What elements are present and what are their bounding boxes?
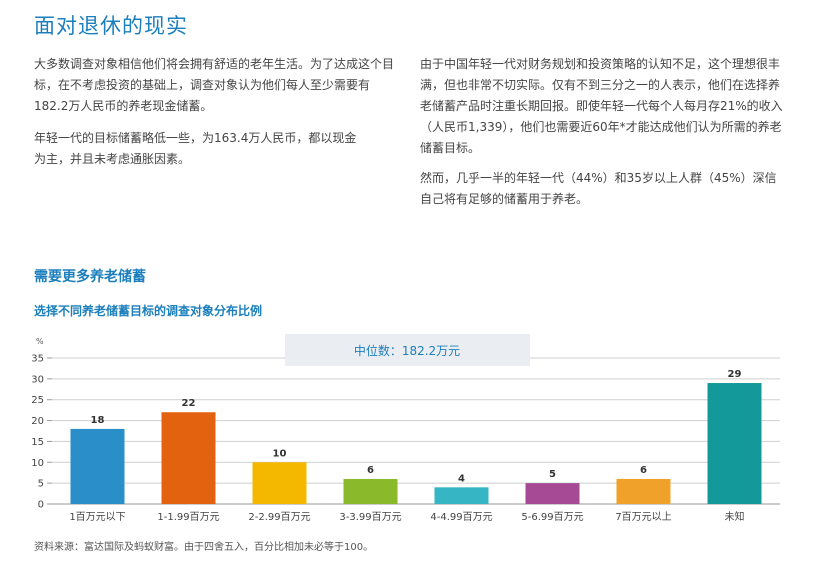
bar: [252, 462, 307, 504]
bar: [707, 383, 762, 504]
median-annotation-box: [285, 334, 530, 366]
intro-paragraph-4: 然而，几乎一半的年轻一代（44%）和35岁以上人群（45%）深信自己将有足够的储…: [420, 171, 777, 206]
bar-value-label: 5: [549, 469, 556, 480]
bar-value-label: 6: [640, 465, 647, 476]
y-tick-label: 5: [38, 479, 44, 490]
x-tick-label: 2-2.99百万元: [248, 511, 310, 523]
x-tick-label: 5-6.99百万元: [521, 511, 583, 523]
intro-paragraph-1: 大多数调查对象相信他们将会拥有舒适的老年生活。为了达成这个目标，在不考虑投资的基…: [34, 57, 395, 113]
x-tick-label: 7百万元以上: [615, 511, 671, 523]
bar: [161, 412, 216, 504]
bar-value-label: 4: [458, 473, 465, 484]
bar-value-label: 10: [273, 448, 287, 459]
bar-value-label: 29: [728, 369, 742, 380]
x-tick-label: 1-1.99百万元: [157, 511, 219, 523]
bar-value-label: 6: [367, 465, 374, 476]
median-annotation: 中位数：182.2万元: [354, 343, 460, 358]
y-axis-unit: %: [36, 337, 44, 346]
intro-paragraph-3: 由于中国年轻一代对财务规划和投资策略的认知不足，这个理想很丰满，但也非常不切实际…: [420, 57, 783, 155]
bar-value-label: 18: [91, 415, 105, 426]
y-tick-label: 35: [31, 354, 44, 365]
x-tick-label: 1百万元以下: [69, 511, 125, 523]
section-heading: 需要更多养老储蓄: [34, 269, 146, 285]
y-tick-label: 0: [38, 500, 44, 511]
x-tick-label: 4-4.99百万元: [430, 511, 492, 523]
bar-chart: % 0 5 10 15 20 25 30 35 中位数：182.2万元 18 1百万元以下 22 1-1.…: [31, 334, 780, 523]
bar: [525, 483, 580, 504]
page-title: 面对退休的现实: [34, 14, 188, 38]
bar: [70, 428, 125, 504]
y-tick-label: 15: [31, 437, 44, 448]
bar: [616, 478, 671, 504]
y-tick-label: 20: [31, 416, 44, 427]
y-tick-label: 10: [31, 458, 44, 469]
bar-value-label: 22: [182, 398, 196, 409]
y-tick-label: 30: [31, 374, 44, 385]
y-tick-label: 25: [31, 395, 44, 406]
bar: [434, 487, 489, 504]
x-tick-label: 3-3.99百万元: [339, 511, 401, 523]
source-note: 资料来源：富达国际及蚂蚁财富。由于四舍五入，百分比相加未必等于100。: [34, 542, 374, 553]
chart-title: 选择不同养老储蓄目标的调查对象分布比例: [34, 304, 263, 318]
intro-paragraph-2: 年轻一代的目标储蓄略低一些，为163.4万人民币，都以现金为主，并且未考虑通胀因…: [34, 131, 357, 166]
bar: [343, 478, 398, 504]
x-tick-label: 未知: [725, 510, 745, 523]
